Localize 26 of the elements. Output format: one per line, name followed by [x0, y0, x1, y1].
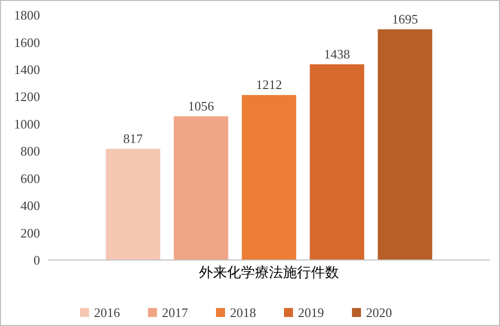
y-tick-label: 1000 [14, 116, 40, 132]
y-tick-label: 400 [20, 198, 40, 214]
y-tick-label: 1200 [14, 89, 40, 104]
legend-label: 2016 [94, 305, 120, 320]
data-label: 1438 [324, 46, 350, 62]
data-label: 1212 [256, 77, 282, 92]
data-label: 817 [123, 130, 144, 146]
y-tick-label: 1800 [14, 8, 40, 23]
data-label: 1695 [392, 11, 418, 26]
y-tick-label: 800 [20, 144, 40, 159]
y-tick-label: 1600 [14, 34, 40, 50]
y-tick-label: 600 [20, 170, 40, 186]
bar [106, 148, 160, 260]
y-tick-label: 1400 [14, 62, 40, 77]
data-label: 1056 [188, 98, 214, 114]
bar [310, 64, 364, 260]
legend-label: 2020 [366, 305, 392, 320]
legend-label: 2019 [298, 305, 324, 320]
bar [174, 116, 228, 260]
x-tick-label: 外来化学療法施行件数 [199, 265, 339, 281]
legend-label: 2018 [230, 305, 256, 320]
bar [378, 29, 432, 260]
y-tick-label: 200 [20, 225, 40, 240]
y-tick-label: 0 [34, 252, 40, 268]
legend-label: 2017 [162, 305, 188, 320]
bar [242, 95, 296, 260]
